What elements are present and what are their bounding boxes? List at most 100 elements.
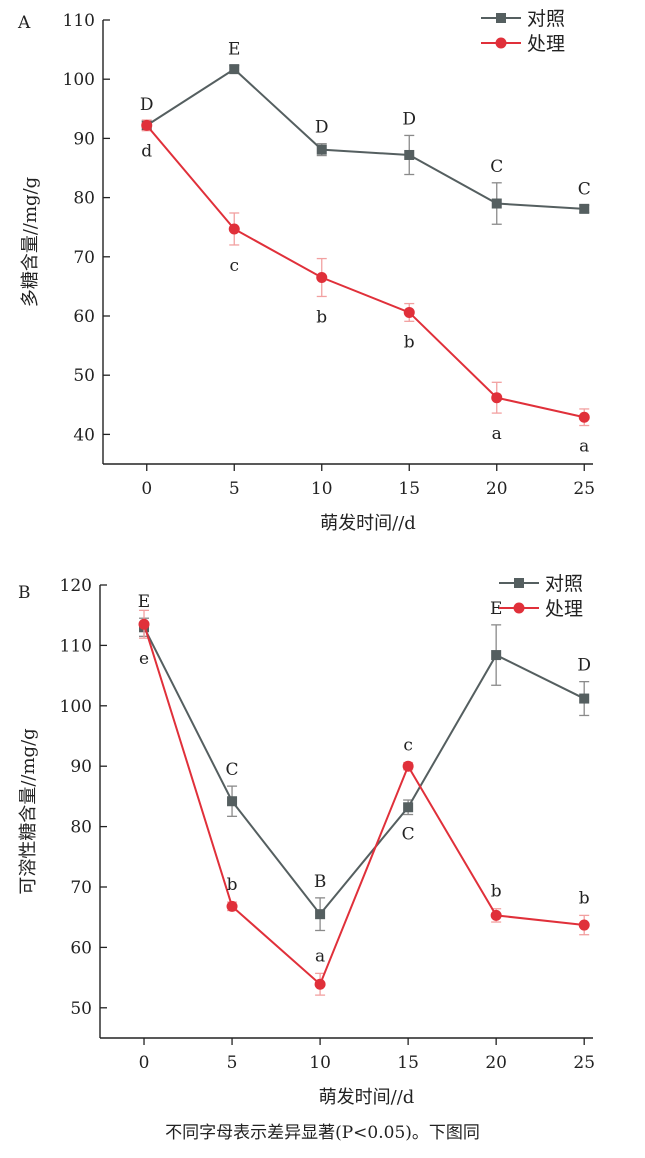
significance-label: c <box>403 736 413 756</box>
data-point <box>491 392 503 404</box>
legend-marker <box>514 578 524 588</box>
x-tick-label: 15 <box>398 479 420 499</box>
series-control: E C B C E D <box>138 592 591 932</box>
significance-label: D <box>140 95 154 115</box>
y-tick-label: 50 <box>70 999 92 1019</box>
series-treatment: e b a c b b <box>138 609 590 996</box>
significance-label: d <box>141 142 152 162</box>
x-tick-label: 5 <box>229 479 240 499</box>
y-tick-label: 80 <box>73 189 95 209</box>
significance-label: D <box>315 118 329 138</box>
panel-tag: B <box>18 583 31 603</box>
significance-label: c <box>229 256 239 276</box>
x-tick-label: 20 <box>485 1053 507 1073</box>
data-point <box>490 909 502 921</box>
y-tick-label: 60 <box>73 307 95 327</box>
figure-caption: 不同字母表示差异显著(P<0.05)。下图同 <box>165 1123 480 1143</box>
x-tick-label: 0 <box>141 479 152 499</box>
series-line <box>143 623 585 986</box>
y-tick-label: 40 <box>73 425 95 445</box>
y-tick-label: 120 <box>60 576 92 596</box>
x-tick-label: 10 <box>309 1053 331 1073</box>
data-point <box>226 900 238 912</box>
legend-item-treatment: 处理 <box>499 598 583 620</box>
x-tick-label: 15 <box>397 1053 419 1073</box>
y-tick-label: 70 <box>73 248 95 268</box>
data-point <box>316 272 328 284</box>
x-tick-label: 5 <box>227 1053 238 1073</box>
data-point <box>315 909 326 920</box>
y-tick-label: 110 <box>60 636 92 656</box>
legend-label: 处理 <box>527 33 565 55</box>
y-tick-label: 50 <box>73 366 95 386</box>
legend-marker <box>495 37 507 49</box>
significance-label: a <box>579 437 589 457</box>
x-axis-title: 萌发时间//d <box>319 1087 415 1108</box>
series-line <box>143 626 585 916</box>
significance-label: C <box>226 760 239 780</box>
significance-label: D <box>577 656 591 676</box>
data-point <box>138 618 150 630</box>
series-control: D E D D C C <box>140 40 591 225</box>
significance-label: b <box>579 888 590 908</box>
data-point <box>403 306 415 318</box>
x-tick-label: 20 <box>486 479 508 499</box>
significance-label: b <box>404 332 415 352</box>
significance-label: b <box>316 307 327 327</box>
significance-label: E <box>138 592 150 612</box>
data-point <box>141 119 153 131</box>
legend-label: 对照 <box>527 8 565 30</box>
y-tick-label: 100 <box>63 70 95 90</box>
legend-item-control: 对照 <box>499 573 583 595</box>
chart-panel-b: B 50 60 70 80 90 100 110 120 0 5 10 15 20 25 萌发时间//d 可溶性… <box>18 573 595 1108</box>
significance-label: b <box>227 875 238 895</box>
significance-label: a <box>492 424 502 444</box>
significance-label: D <box>402 109 416 129</box>
data-point <box>578 919 590 931</box>
significance-label: a <box>315 946 325 966</box>
data-point <box>316 144 327 155</box>
y-tick-label: 70 <box>70 878 92 898</box>
legend-label: 对照 <box>545 573 583 595</box>
chart-panel-a: A 40 50 60 70 80 90 100 110 0 5 10 15 20 25 萌发时间//d 多糖含量… <box>17 8 595 534</box>
y-tick-label: 90 <box>73 129 95 149</box>
legend-marker <box>513 602 525 614</box>
data-point <box>227 796 238 807</box>
y-tick-label: 110 <box>63 11 95 31</box>
data-point <box>229 64 240 75</box>
legend-label: 处理 <box>545 598 583 620</box>
x-tick-label: 25 <box>573 479 595 499</box>
x-tick-label: 25 <box>573 1053 595 1073</box>
significance-label: e <box>139 649 149 669</box>
data-point <box>314 978 326 990</box>
series-line <box>145 124 585 419</box>
significance-label: B <box>314 872 327 892</box>
y-tick-label: 90 <box>70 757 92 777</box>
y-axis-title: 多糖含量//mg/g <box>20 177 41 307</box>
data-point <box>579 693 590 704</box>
x-tick-label: 0 <box>139 1053 150 1073</box>
legend-item-treatment: 处理 <box>481 33 565 55</box>
x-tick-label: 10 <box>311 479 333 499</box>
significance-label: C <box>578 179 591 199</box>
data-point <box>404 149 415 160</box>
significance-label: C <box>490 157 503 177</box>
data-point <box>403 802 414 813</box>
significance-label: E <box>490 599 502 619</box>
y-axis-title: 可溶性糖含量//mg/g <box>18 728 39 894</box>
data-point <box>579 203 590 214</box>
significance-label: C <box>402 825 415 845</box>
series-line <box>146 67 585 210</box>
data-point <box>228 223 240 235</box>
y-tick-label: 60 <box>70 938 92 958</box>
y-tick-label: 100 <box>60 697 92 717</box>
data-point <box>491 650 502 661</box>
y-tick-label: 80 <box>70 818 92 838</box>
significance-label: E <box>228 40 240 60</box>
data-point <box>402 760 414 772</box>
legend-item-control: 对照 <box>481 8 565 30</box>
data-point <box>578 411 590 423</box>
